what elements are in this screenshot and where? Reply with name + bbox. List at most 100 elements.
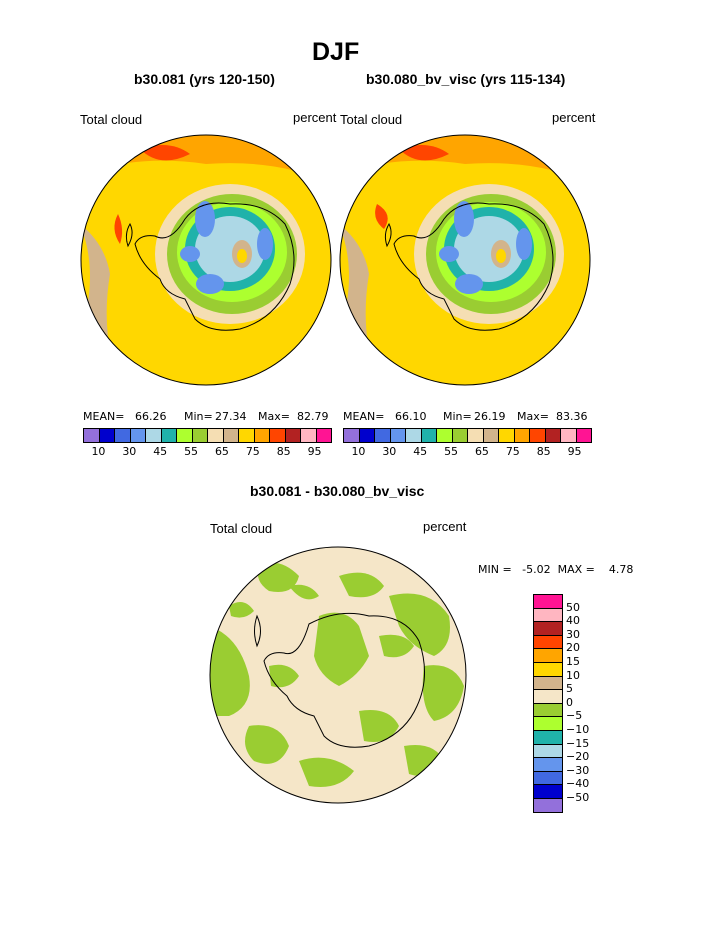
colorbar-swatch	[437, 429, 453, 442]
panel2-colorbar	[343, 428, 592, 443]
colorbar-swatch	[484, 429, 500, 442]
diff-polar-map	[209, 546, 467, 804]
panel1-variable-label: Total cloud	[80, 112, 142, 127]
colorbar-tick-label: 15	[566, 655, 580, 668]
panel2-variable-label: Total cloud	[340, 112, 402, 127]
colorbar-swatch	[100, 429, 116, 442]
colorbar-swatch	[515, 429, 531, 442]
colorbar-swatch	[270, 429, 286, 442]
colorbar-tick-label: 85	[537, 445, 551, 458]
colorbar-swatch	[375, 429, 391, 442]
colorbar-swatch	[422, 429, 438, 442]
colorbar-swatch	[208, 429, 224, 442]
colorbar-tick-label: −15	[566, 737, 589, 750]
panel2-subtitle: b30.080_bv_visc (yrs 115-134)	[366, 71, 565, 87]
colorbar-swatch	[534, 663, 562, 677]
diff-units-label: percent	[423, 519, 466, 534]
colorbar-tick-label: 30	[122, 445, 136, 458]
colorbar-swatch	[530, 429, 546, 442]
colorbar-swatch	[534, 636, 562, 650]
colorbar-swatch	[344, 429, 360, 442]
colorbar-swatch	[534, 677, 562, 691]
panel1-min-label: Min=	[184, 410, 213, 423]
colorbar-swatch	[577, 429, 592, 442]
colorbar-tick-label: 95	[308, 445, 322, 458]
colorbar-swatch	[84, 429, 100, 442]
panel2-polar-map	[339, 134, 591, 386]
colorbar-swatch	[177, 429, 193, 442]
figure-title: DJF	[312, 38, 359, 67]
colorbar-tick-label: 55	[444, 445, 458, 458]
colorbar-tick-label: 65	[215, 445, 229, 458]
colorbar-tick-label: 95	[568, 445, 582, 458]
colorbar-tick-label: 20	[566, 641, 580, 654]
colorbar-swatch	[534, 690, 562, 704]
diff-colorbar	[533, 594, 563, 813]
colorbar-tick-label: 50	[566, 601, 580, 614]
panel2-units-label: percent	[552, 110, 595, 125]
colorbar-tick-label: 45	[413, 445, 427, 458]
colorbar-swatch	[391, 429, 407, 442]
panel1-mean-value: 66.26	[135, 410, 167, 423]
colorbar-tick-label: 55	[184, 445, 198, 458]
colorbar-swatch	[239, 429, 255, 442]
colorbar-swatch	[534, 595, 562, 609]
page: DJF b30.081 (yrs 120-150) Total cloud pe…	[0, 0, 723, 935]
panel2-min-value: 26.19	[474, 410, 506, 423]
colorbar-swatch	[115, 429, 131, 442]
panel2-min-label: Min=	[443, 410, 472, 423]
panel2-max-label: Max=	[517, 410, 549, 423]
panel1-colorbar	[83, 428, 332, 443]
colorbar-tick-label: 30	[566, 628, 580, 641]
colorbar-tick-label: 85	[277, 445, 291, 458]
colorbar-swatch	[255, 429, 271, 442]
colorbar-swatch	[534, 622, 562, 636]
colorbar-tick-label: −30	[566, 764, 589, 777]
diff-variable-label: Total cloud	[210, 521, 272, 536]
panel1-max-value: 82.79	[297, 410, 329, 423]
colorbar-tick-label: −50	[566, 791, 589, 804]
colorbar-swatch	[534, 758, 562, 772]
colorbar-swatch	[534, 745, 562, 759]
colorbar-swatch	[534, 649, 562, 663]
panel1-max-label: Max=	[258, 410, 290, 423]
colorbar-tick-label: 75	[506, 445, 520, 458]
colorbar-swatch	[534, 731, 562, 745]
colorbar-tick-label: 10	[91, 445, 105, 458]
panel1-mean-label: MEAN=	[83, 410, 124, 423]
colorbar-swatch	[193, 429, 209, 442]
colorbar-tick-label: 40	[566, 614, 580, 627]
colorbar-tick-label: 10	[351, 445, 365, 458]
colorbar-tick-label: −10	[566, 723, 589, 736]
colorbar-tick-label: 5	[566, 682, 573, 695]
colorbar-tick-label: 75	[246, 445, 260, 458]
colorbar-swatch	[534, 717, 562, 731]
panel1-units-label: percent	[293, 110, 336, 125]
colorbar-swatch	[360, 429, 376, 442]
colorbar-swatch	[453, 429, 469, 442]
panel2-mean-label: MEAN=	[343, 410, 384, 423]
colorbar-swatch	[224, 429, 240, 442]
colorbar-swatch	[534, 772, 562, 786]
colorbar-swatch	[286, 429, 302, 442]
colorbar-swatch	[534, 704, 562, 718]
panel1-min-value: 27.34	[215, 410, 247, 423]
colorbar-swatch	[534, 785, 562, 799]
colorbar-swatch	[468, 429, 484, 442]
diff-minmax: MIN = -5.02 MAX = 4.78	[478, 563, 633, 576]
diff-subtitle: b30.081 - b30.080_bv_visc	[250, 483, 424, 499]
colorbar-tick-label: 45	[153, 445, 167, 458]
colorbar-swatch	[546, 429, 562, 442]
colorbar-tick-label: 30	[382, 445, 396, 458]
panel1-subtitle: b30.081 (yrs 120-150)	[134, 71, 275, 87]
colorbar-swatch	[561, 429, 577, 442]
panel2-mean-value: 66.10	[395, 410, 427, 423]
colorbar-swatch	[146, 429, 162, 442]
colorbar-tick-label: 10	[566, 669, 580, 682]
colorbar-swatch	[534, 799, 562, 812]
colorbar-swatch	[534, 609, 562, 623]
colorbar-swatch	[131, 429, 147, 442]
colorbar-swatch	[301, 429, 317, 442]
colorbar-swatch	[406, 429, 422, 442]
panel1-polar-map	[80, 134, 332, 386]
